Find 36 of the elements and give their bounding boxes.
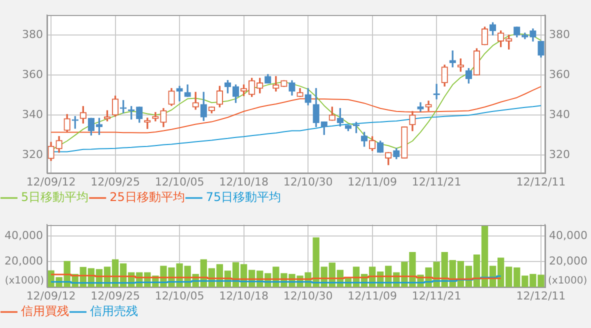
x-tick-label: 12/10/05	[154, 289, 204, 302]
y-tick-label: 360	[22, 68, 43, 81]
legend-label: 25日移動平均	[110, 190, 185, 204]
y-tick-label: 20,000	[4, 254, 43, 268]
y2-tick-label: 380	[549, 28, 570, 41]
y2-axis-title: (x1000)	[548, 276, 588, 287]
candlestick	[176, 86, 183, 102]
x-tick-label: 12/11/21	[412, 289, 462, 302]
x-tick-label: 12/11/09	[348, 289, 398, 302]
x-tick-label: 12/09/25	[90, 175, 140, 188]
x-tick-label: 12/12/11	[516, 289, 566, 302]
x-tick-label: 12/10/05	[154, 175, 204, 188]
y2-tick-label: 340	[549, 108, 570, 121]
x-tick-label: 12/11/09	[348, 175, 398, 188]
y2-tick-label: 360	[549, 68, 570, 81]
legend-label: 信用買残	[21, 304, 69, 318]
y2-tick-label: 40,000	[549, 228, 588, 242]
x-tick-label: 12/09/12	[26, 175, 76, 188]
y-axis-title: (x1000)	[4, 276, 44, 287]
y-tick-label: 340	[22, 108, 43, 121]
x-tick-label: 12/10/30	[283, 175, 333, 188]
y2-tick-label: 20,000	[549, 254, 588, 268]
x-tick-label: 12/12/11	[516, 175, 566, 188]
y-tick-label: 380	[22, 28, 43, 41]
x-tick-label: 12/09/12	[26, 289, 76, 302]
legend-label: 信用売残	[90, 304, 138, 318]
legend-label: 75日移動平均	[206, 190, 282, 204]
y2-tick-label: 320	[549, 148, 570, 161]
x-tick-label: 12/10/30	[283, 289, 333, 302]
x-tick-label: 12/10/18	[219, 289, 268, 302]
x-tick-label: 12/10/18	[219, 175, 268, 188]
legend-label: 5日移動平均	[21, 190, 89, 204]
x-tick-label: 12/09/25	[90, 289, 140, 302]
x-tick-label: 12/11/21	[412, 175, 462, 188]
y-tick-label: 320	[22, 148, 43, 161]
y-tick-label: 40,000	[4, 228, 43, 242]
